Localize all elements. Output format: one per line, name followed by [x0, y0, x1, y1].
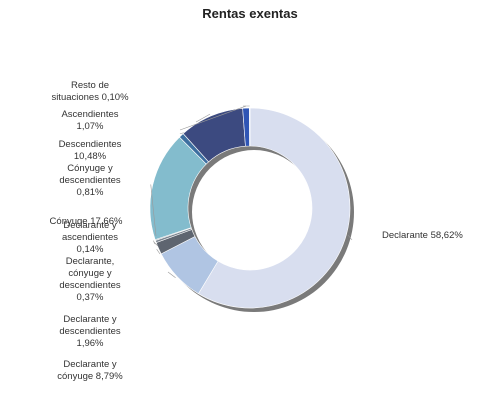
slice-label-ascendientes: Ascendientes 1,07%	[61, 109, 119, 132]
slice-label-resto-situaciones: Resto de situaciones 0,10%	[51, 80, 129, 103]
leader-line-descendientes	[195, 113, 211, 123]
slice-label-declarante-conyuge-descendientes: Declarante, cónyuge y descendientes 0,37%	[59, 256, 121, 303]
leader-line-declarante-descendientes	[156, 248, 161, 255]
slice-label-conyuge-descendientes: Cónyuge y descendientes 0,81%	[59, 163, 121, 198]
slice-label-declarante-ascendientes: Declarante y ascendientes 0,14%	[62, 220, 118, 255]
slice-label-descendientes: Descendientes 10,48%	[58, 139, 122, 162]
leader-line-ascendientes	[179, 105, 247, 131]
slice-label-declarante-descendientes: Declarante y descendientes 1,96%	[59, 314, 121, 349]
chart-title: Rentas exentas	[202, 6, 298, 21]
slice-declarante[interactable]	[198, 107, 351, 309]
slice-label-conyuge: Cónyuge 17,66%	[49, 216, 123, 227]
leader-line-declarante	[348, 235, 353, 241]
leader-line-declarante-conyuge	[167, 271, 176, 278]
slice-label-declarante: Declarante 58,62%	[382, 230, 463, 241]
leader-line-conyuge	[150, 184, 157, 237]
slice-resto-situaciones[interactable]	[249, 107, 251, 147]
leader-line-declarante-ascendientes	[153, 240, 156, 245]
slice-label-declarante-conyuge: Declarante y cónyuge 8,79%	[57, 359, 123, 382]
